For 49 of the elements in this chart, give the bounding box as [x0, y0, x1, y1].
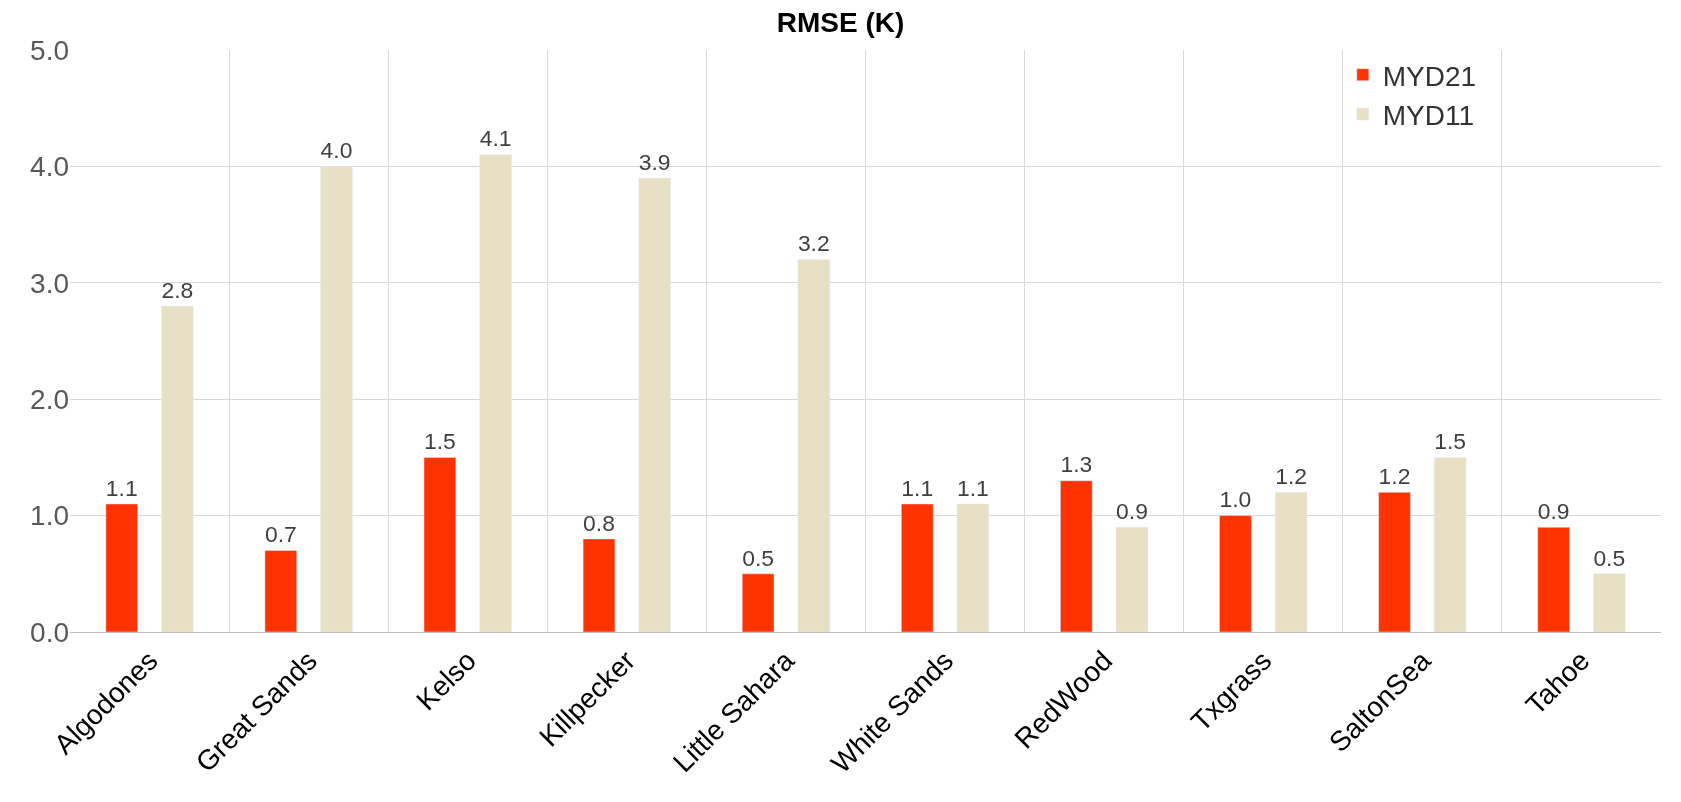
data-label: 1.5 [424, 428, 456, 455]
legend-label: MYD21 [1382, 60, 1477, 92]
bar [901, 503, 934, 632]
y-tick-label: 0.0 [30, 616, 69, 648]
bar [797, 259, 830, 632]
chart-title: RMSE (K) [776, 6, 905, 38]
data-label: 4.1 [479, 125, 512, 152]
data-label: 1.5 [1434, 428, 1467, 455]
data-label: 1.1 [105, 474, 138, 501]
y-tick-label: 4.0 [30, 151, 69, 183]
data-label: 0.9 [1537, 497, 1570, 524]
bar [638, 177, 671, 632]
bar [1378, 492, 1411, 632]
bar [105, 503, 138, 632]
bar [479, 154, 512, 632]
y-tick-label: 1.0 [30, 500, 69, 532]
y-tick-label: 3.0 [30, 267, 69, 299]
data-label: 0.8 [583, 509, 615, 536]
data-label: 2.8 [161, 276, 194, 303]
data-label: 1.0 [1219, 486, 1252, 513]
data-label: 0.9 [1116, 497, 1148, 524]
data-label: 0.5 [742, 544, 775, 571]
data-label: 1.3 [1060, 451, 1093, 478]
data-label: 1.2 [1275, 463, 1307, 490]
data-label: 1.1 [956, 474, 989, 501]
y-tick-label: 2.0 [30, 384, 69, 415]
data-label: 1.1 [901, 474, 934, 501]
bar [1434, 457, 1467, 632]
data-label: 1.2 [1378, 463, 1411, 490]
bar [423, 457, 457, 632]
legend-label: MYD11 [1382, 100, 1475, 132]
bar [741, 573, 775, 632]
data-label: 4.0 [320, 137, 353, 164]
y-tick-label: 5.0 [30, 34, 69, 66]
bar [264, 550, 297, 632]
bar [161, 305, 194, 632]
bar [320, 166, 353, 632]
bar [1060, 480, 1093, 632]
data-label: 3.2 [797, 230, 830, 257]
data-label: 0.5 [1593, 544, 1626, 571]
data-label: 0.7 [264, 521, 297, 548]
bar [1219, 515, 1252, 632]
bar [582, 538, 616, 632]
bar [956, 503, 990, 632]
bar [1115, 526, 1149, 632]
bar [1593, 573, 1626, 632]
bar [1274, 492, 1308, 632]
data-label: 3.9 [638, 148, 671, 175]
bar [1537, 526, 1570, 632]
